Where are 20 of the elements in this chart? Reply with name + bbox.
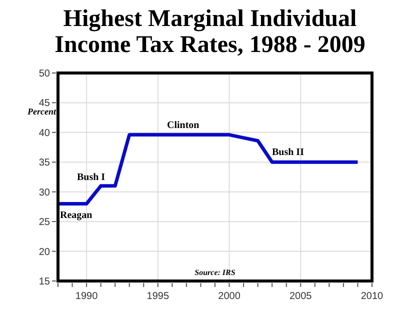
x-tick-label: 2000	[218, 291, 241, 302]
x-tick-label: 1995	[146, 291, 170, 302]
y-tick-label: 50	[38, 68, 50, 80]
y-tick-label: 30	[38, 187, 50, 198]
x-tick-label: 2010	[360, 291, 384, 302]
y-tick-label: 20	[38, 246, 50, 258]
y-axis-title: Percent	[28, 106, 56, 117]
y-tick-label: 35	[38, 158, 50, 169]
x-tick-label: 2005	[290, 291, 312, 302]
annotation: Source: IRS	[194, 268, 236, 277]
annotation: Reagan	[60, 210, 93, 221]
y-tick-label: 40	[38, 128, 50, 139]
annotation: Bush II	[272, 147, 304, 158]
annotation: Clinton	[167, 120, 200, 131]
x-tick-label: 1990	[75, 291, 98, 302]
chart-title: Highest Marginal Individual Income Tax Rates, 1988 - 2009	[54, 6, 366, 58]
annotation: Bush I	[77, 172, 106, 183]
y-tick-label: 25	[38, 217, 50, 228]
y-tick-label: 45	[38, 98, 50, 110]
y-tick-label: 15	[38, 276, 50, 288]
